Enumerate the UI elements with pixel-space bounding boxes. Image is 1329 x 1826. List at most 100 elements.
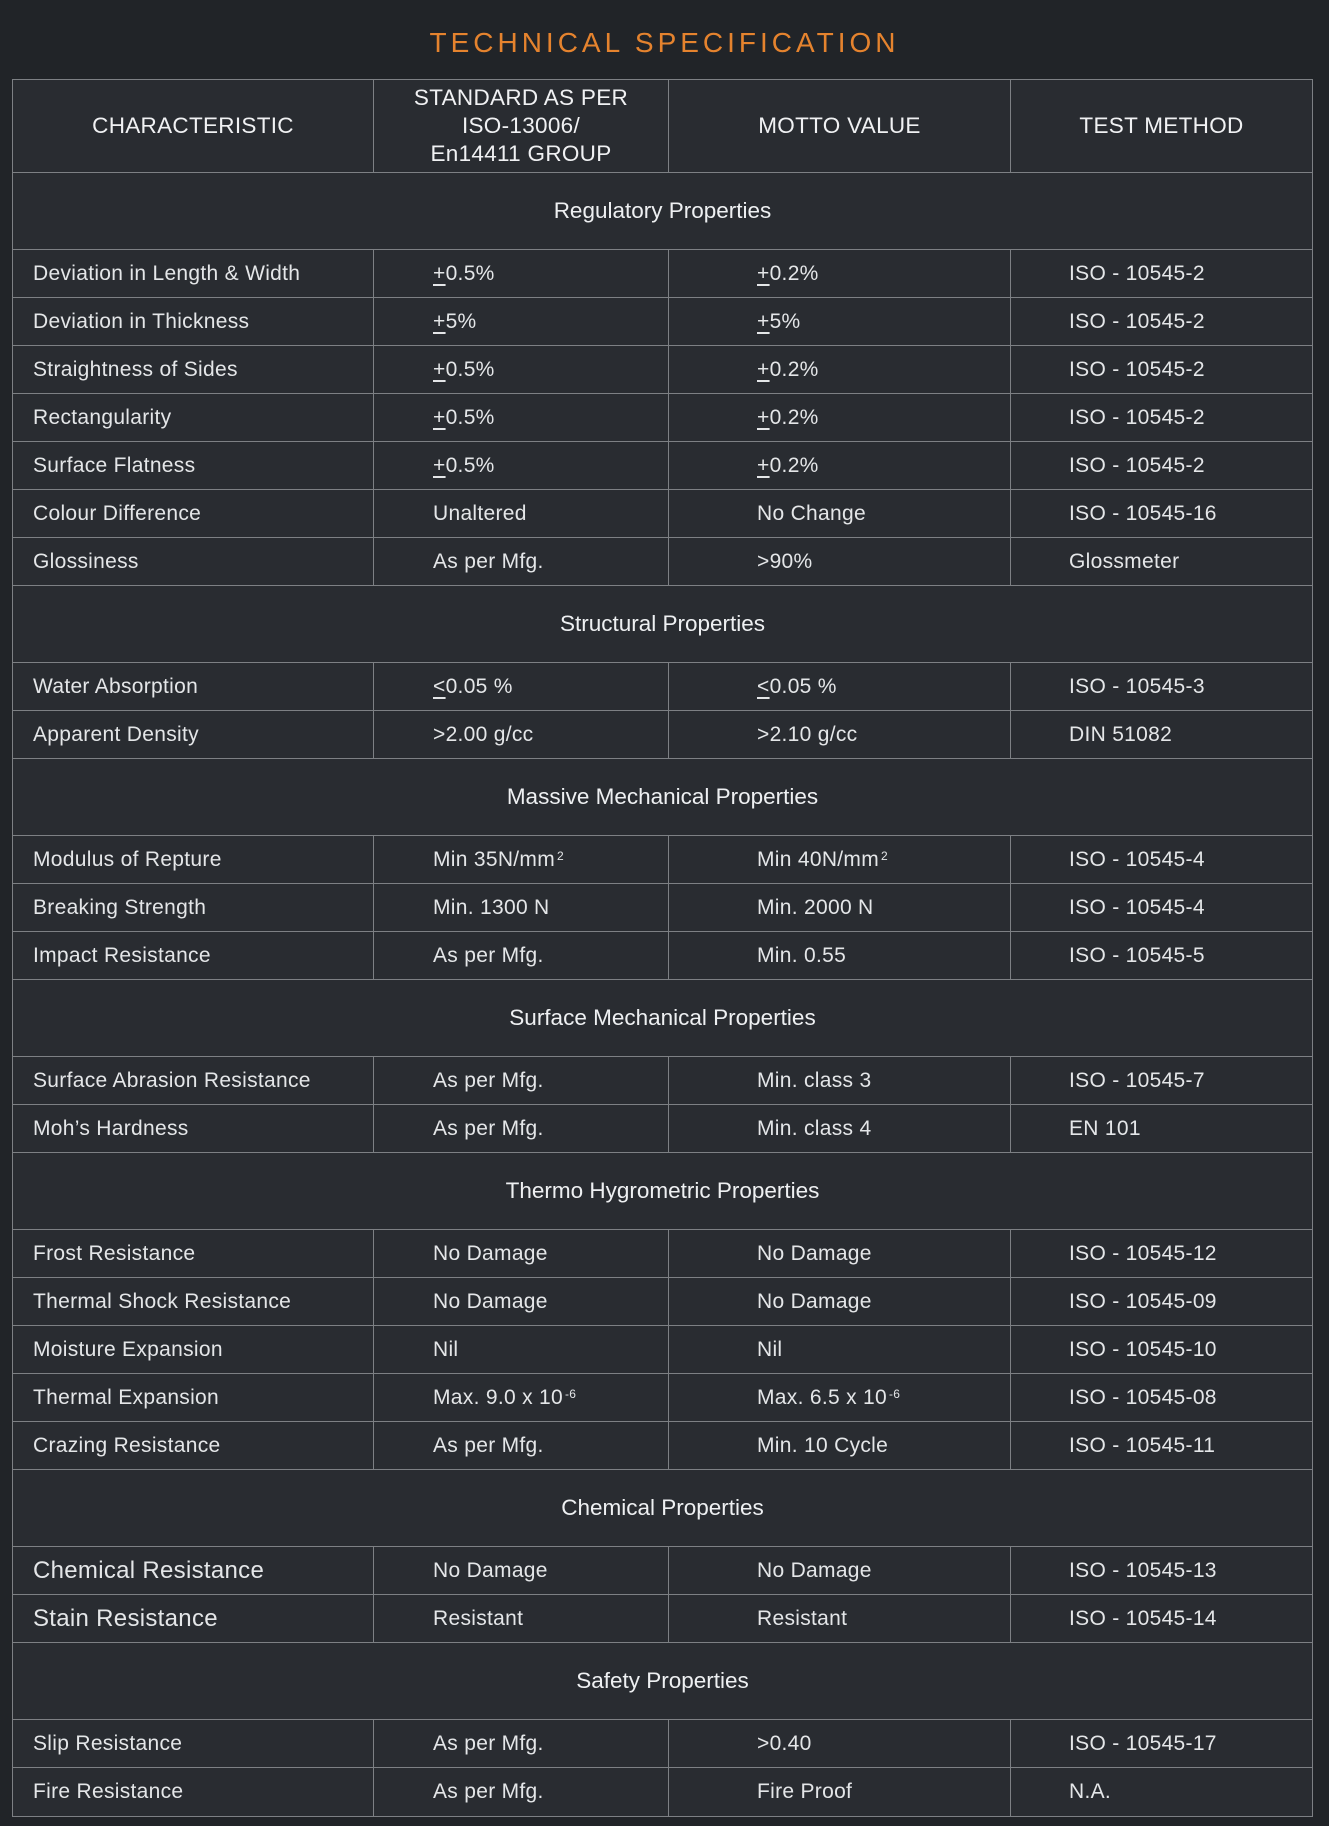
section-title: Massive Mechanical Properties: [506, 784, 819, 809]
test-method-cell: ISO - 10545-11: [1010, 1422, 1312, 1469]
table-row: Chemical Resistance No Damage No Damage ISO…: [13, 1547, 1312, 1595]
section-header-row: Chemical Properties: [13, 1470, 1312, 1547]
characteristic-cell: Moh’s Hardness: [33, 1116, 189, 1140]
standard-cell: No Damage: [373, 1278, 668, 1325]
standard-cell: As per Mfg.: [373, 1720, 668, 1767]
standard-cell: +0.5%: [373, 442, 668, 489]
characteristic-cell: Rectangularity: [33, 405, 172, 429]
table-row: Glossiness As per Mfg. >90% Glossmeter: [13, 538, 1312, 586]
standard-cell: As per Mfg.: [373, 932, 668, 979]
table-row: Fire Resistance As per Mfg. Fire Proof N.A.: [13, 1768, 1312, 1816]
section-header-row: Massive Mechanical Properties: [13, 759, 1312, 836]
characteristic-cell: Frost Resistance: [33, 1241, 196, 1265]
standard-cell: <0.05 %: [373, 663, 668, 710]
section-header-row: Structural Properties: [13, 586, 1312, 663]
characteristic-cell: Moisture Expansion: [33, 1337, 223, 1361]
motto-value-cell: Min. 2000 N: [668, 884, 1010, 931]
column-header-test-method: TEST METHOD: [1010, 80, 1312, 172]
test-method-cell: ISO - 10545-2: [1010, 298, 1312, 345]
characteristic-cell: Deviation in Length & Width: [33, 261, 301, 285]
table-row: Straightness of Sides +0.5% +0.2% ISO - 105…: [13, 346, 1312, 394]
motto-value-cell: Nil: [668, 1326, 1010, 1373]
test-method-cell: ISO - 10545-13: [1010, 1547, 1312, 1594]
standard-cell: No Damage: [373, 1230, 668, 1277]
section-title: Thermo Hygrometric Properties: [505, 1178, 820, 1203]
spec-table: CHARACTERISTIC STANDARD AS PER ISO-13006/…: [12, 79, 1313, 1817]
table-row: Water Absorption <0.05 % <0.05 % ISO - 1054…: [13, 663, 1312, 711]
motto-value-cell: Max. 6.5 x 10 -6: [668, 1374, 1010, 1421]
table-row: Thermal Expansion Max. 9.0 x 10 -6 Max. 6.…: [13, 1374, 1312, 1422]
motto-value-cell: >0.40: [668, 1720, 1010, 1767]
table-row: Moisture Expansion Nil Nil ISO - 10545-10: [13, 1326, 1312, 1374]
standard-cell: Resistant: [373, 1595, 668, 1642]
table-row: Moh’s Hardness As per Mfg. Min. class 4 EN …: [13, 1105, 1312, 1153]
characteristic-cell: Thermal Shock Resistance: [33, 1289, 292, 1313]
test-method-cell: ISO - 10545-16: [1010, 490, 1312, 537]
characteristic-cell: Stain Resistance: [33, 1604, 218, 1632]
test-method-cell: ISO - 10545-7: [1010, 1057, 1312, 1104]
test-method-cell: N.A.: [1010, 1768, 1312, 1816]
characteristic-cell: Water Absorption: [33, 674, 199, 698]
section-title: Regulatory Properties: [553, 198, 772, 223]
column-header-standard: STANDARD AS PER ISO-13006/En14411 GROUP: [373, 80, 668, 172]
test-method-cell: ISO - 10545-10: [1010, 1326, 1312, 1373]
motto-value-cell: +0.2%: [668, 394, 1010, 441]
characteristic-cell: Deviation in Thickness: [33, 309, 250, 333]
section-header-row: Regulatory Properties: [13, 173, 1312, 250]
test-method-cell: ISO - 10545-17: [1010, 1720, 1312, 1767]
standard-cell: Max. 9.0 x 10 -6: [373, 1374, 668, 1421]
table-row: Frost Resistance No Damage No Damage ISO - …: [13, 1230, 1312, 1278]
motto-value-cell: Min. class 3: [668, 1057, 1010, 1104]
table-row: Thermal Shock Resistance No Damage No Dama…: [13, 1278, 1312, 1326]
motto-value-cell: No Damage: [668, 1547, 1010, 1594]
standard-cell: Nil: [373, 1326, 668, 1373]
standard-cell: As per Mfg.: [373, 1105, 668, 1152]
characteristic-cell: Slip Resistance: [33, 1731, 183, 1755]
table-row: Colour Difference Unaltered No Change ISO -…: [13, 490, 1312, 538]
section-header-row: Surface Mechanical Properties: [13, 980, 1312, 1057]
test-method-cell: ISO - 10545-09: [1010, 1278, 1312, 1325]
standard-cell: +0.5%: [373, 346, 668, 393]
characteristic-cell: Glossiness: [33, 549, 139, 573]
characteristic-cell: Fire Resistance: [33, 1780, 184, 1803]
test-method-cell: ISO - 10545-2: [1010, 394, 1312, 441]
motto-value-cell: +5%: [668, 298, 1010, 345]
characteristic-cell: Impact Resistance: [33, 943, 211, 967]
test-method-cell: ISO - 10545-5: [1010, 932, 1312, 979]
column-header-characteristic: CHARACTERISTIC: [92, 113, 294, 138]
motto-value-cell: Min. 0.55: [668, 932, 1010, 979]
section-title: Surface Mechanical Properties: [509, 1005, 816, 1030]
characteristic-cell: Breaking Strength: [33, 895, 207, 919]
table-row: Surface Abrasion Resistance As per Mfg. Mi…: [13, 1057, 1312, 1105]
table-row: Rectangularity +0.5% +0.2% ISO - 10545-2: [13, 394, 1312, 442]
standard-cell: Unaltered: [373, 490, 668, 537]
motto-value-cell: Fire Proof: [668, 1768, 1010, 1816]
motto-value-cell: No Change: [668, 490, 1010, 537]
motto-value-cell: No Damage: [668, 1230, 1010, 1277]
table-header-row: CHARACTERISTIC STANDARD AS PER ISO-13006/…: [13, 80, 1312, 173]
standard-cell: Min. 1300 N: [373, 884, 668, 931]
test-method-cell: Glossmeter: [1010, 538, 1312, 585]
motto-value-cell: Resistant: [668, 1595, 1010, 1642]
test-method-cell: ISO - 10545-2: [1010, 250, 1312, 297]
table-row: Surface Flatness +0.5% +0.2% ISO - 10545-2: [13, 442, 1312, 490]
characteristic-cell: Crazing Resistance: [33, 1433, 221, 1457]
motto-value-cell: Min. class 4: [668, 1105, 1010, 1152]
test-method-cell: ISO - 10545-08: [1010, 1374, 1312, 1421]
standard-cell: As per Mfg.: [373, 1768, 668, 1816]
test-method-cell: ISO - 10545-12: [1010, 1230, 1312, 1277]
table-row: Deviation in Length & Width +0.5% +0.2% ISO…: [13, 250, 1312, 298]
table-row: Crazing Resistance As per Mfg. Min. 10 Cyc…: [13, 1422, 1312, 1470]
standard-cell: +0.5%: [373, 250, 668, 297]
characteristic-cell: Thermal Expansion: [33, 1385, 220, 1409]
standard-cell: +5%: [373, 298, 668, 345]
test-method-cell: ISO - 10545-14: [1010, 1595, 1312, 1642]
section-header-row: Thermo Hygrometric Properties: [13, 1153, 1312, 1230]
motto-value-cell: +0.2%: [668, 346, 1010, 393]
standard-cell: As per Mfg.: [373, 1422, 668, 1469]
section-title: Safety Properties: [576, 1668, 749, 1693]
motto-value-cell: Min 40N/mm 2: [668, 836, 1010, 883]
characteristic-cell: Chemical Resistance: [33, 1556, 265, 1584]
